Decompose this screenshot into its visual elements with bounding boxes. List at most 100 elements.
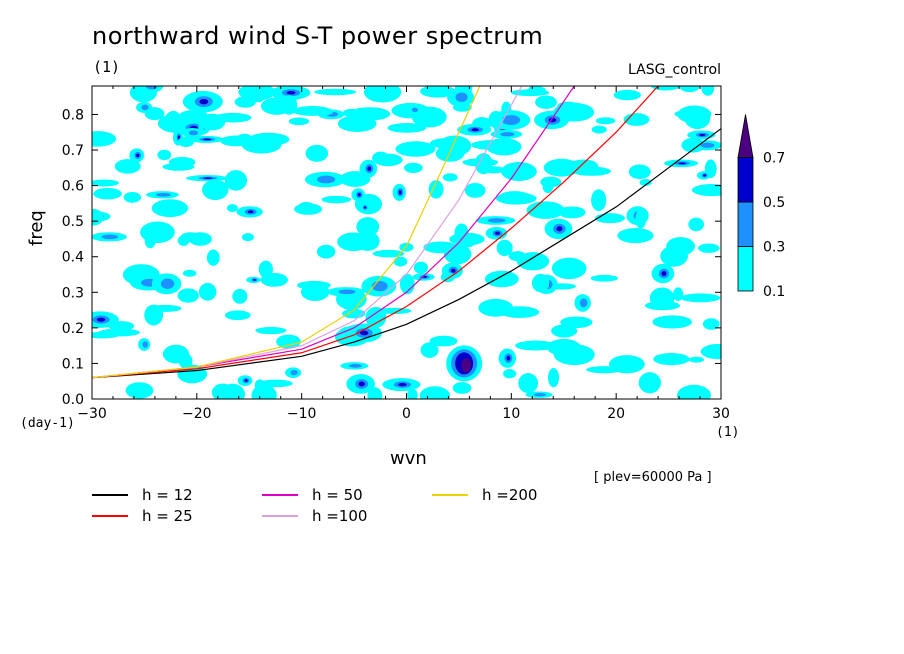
contour-patch <box>260 272 288 287</box>
contour-patch <box>247 210 254 214</box>
contour-patch <box>703 174 707 177</box>
level-note: [ plev=60000 Pa ] <box>594 470 712 485</box>
contour-patch <box>376 307 412 315</box>
legend-item-h100: h =100 <box>262 507 367 525</box>
y-tick-label: 0.3 <box>62 285 84 301</box>
colorbar-segment <box>737 246 754 292</box>
legend-item-h12: h = 12 <box>92 486 193 504</box>
contour-patch <box>697 243 720 253</box>
contour-patch <box>314 88 357 96</box>
contour-patch <box>183 269 197 277</box>
contour-patch <box>699 133 706 137</box>
contour-patch <box>653 353 690 366</box>
contour-patch <box>168 156 196 168</box>
contour-patch <box>360 330 369 336</box>
contour-patch <box>484 270 519 288</box>
contour-patch <box>188 130 199 136</box>
contour-patch <box>142 341 148 348</box>
contour-patch <box>500 132 515 137</box>
contour-patch <box>499 306 540 318</box>
colorbar-arrow <box>737 114 754 158</box>
contour-patch <box>506 355 511 361</box>
x-tick-label: −30 <box>77 406 107 422</box>
contour-patch <box>443 244 472 265</box>
dispersion-curves-layer <box>92 86 721 379</box>
contour-patch <box>560 316 593 329</box>
axis-ticks: −30 −20 −10 0 10 20 30 0.0 0.1 0.2 0.3 0.4 0.5 0.6 0.7… <box>62 86 730 422</box>
contour-patch <box>679 86 700 93</box>
contour-patch <box>199 98 209 105</box>
contour-patch <box>638 372 661 394</box>
colorbar-level-label: 0.1 <box>763 284 785 300</box>
contour-patch <box>661 271 667 276</box>
contour-patch <box>558 206 586 219</box>
colorbar-segment <box>737 201 754 247</box>
contour-patch <box>251 384 277 399</box>
contour-patch <box>428 180 444 199</box>
contour-patch <box>123 191 142 203</box>
y-tick-label: 0.5 <box>62 214 84 230</box>
x-tick-label: 10 <box>502 406 520 422</box>
contour-patch <box>317 175 336 184</box>
contour-patch <box>461 358 472 373</box>
contour-patch <box>501 161 537 181</box>
contour-patch <box>411 107 418 113</box>
contour-patch <box>220 383 246 399</box>
contour-patch <box>316 244 336 259</box>
x-axis-unit: (1) <box>716 425 740 440</box>
contour-patch <box>591 189 607 212</box>
contour-patch <box>337 232 370 252</box>
contour-fill-layer <box>92 86 721 399</box>
legend-swatch <box>92 494 128 496</box>
contour-patch <box>495 192 537 205</box>
contour-patch <box>244 379 248 382</box>
contour-patch <box>688 356 705 363</box>
contour-patch <box>535 95 557 109</box>
contour-patch <box>680 293 721 303</box>
contour-patch <box>677 384 711 399</box>
contour-patch <box>177 288 199 303</box>
contour-patch <box>224 170 248 191</box>
contour-patch <box>395 141 436 157</box>
contour-patch <box>567 266 582 277</box>
contour-patch <box>455 92 468 102</box>
dispersion-curve-4 <box>92 86 481 379</box>
colorbar-segment <box>737 157 754 203</box>
contour-patch <box>387 122 427 133</box>
contour-patch <box>496 239 513 257</box>
contour-patch <box>540 176 562 188</box>
contour-patch <box>691 184 721 197</box>
colorbar-level-label: 0.5 <box>763 195 785 211</box>
contour-patch <box>178 353 193 369</box>
contour-patch <box>321 195 352 204</box>
experiment-name: LASG_control <box>628 62 721 78</box>
contour-patch <box>206 249 220 266</box>
contour-patch <box>286 90 296 95</box>
contour-patch <box>451 268 456 273</box>
contour-patch <box>495 231 500 235</box>
contour-patch <box>398 383 407 387</box>
contour-patch <box>338 289 356 295</box>
contour-patch <box>399 242 414 252</box>
x-tick-label: 30 <box>712 406 730 422</box>
contour-patch <box>203 138 211 141</box>
contour-patch <box>367 166 372 171</box>
contour-patch <box>413 261 428 274</box>
contour-patch <box>276 334 301 349</box>
contour-patch <box>613 89 641 101</box>
contour-patch <box>288 117 310 126</box>
contour-patch <box>652 315 693 329</box>
contour-patch <box>501 115 521 125</box>
contour-patch <box>595 117 616 125</box>
contour-patch <box>510 89 550 97</box>
legend-swatch <box>262 515 298 517</box>
contour-patch <box>673 287 684 302</box>
contour-patch <box>151 199 189 218</box>
x-tick-label: −20 <box>182 406 212 422</box>
y-tick-label: 0.6 <box>62 179 84 195</box>
contour-patch <box>579 298 588 308</box>
contour-patch <box>92 131 117 147</box>
legend-label: h =100 <box>312 507 368 525</box>
contour-patch <box>255 326 287 335</box>
contour-patch <box>241 233 255 242</box>
